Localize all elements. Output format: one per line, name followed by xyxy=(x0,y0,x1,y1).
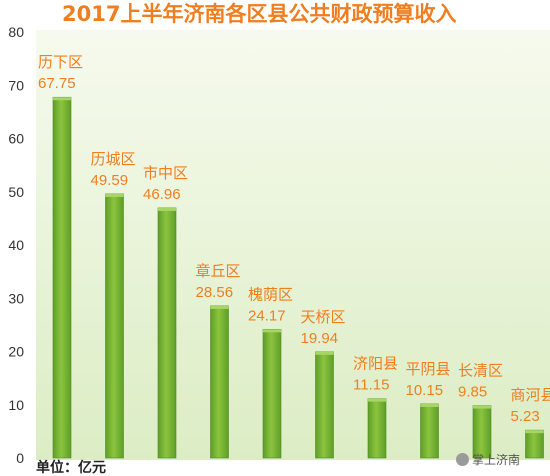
bar-labels: 历下区 67.75 历城区 49.59 市中区 46.96 章丘区 28.56 槐荫区 24.17… xyxy=(38,53,550,425)
bar xyxy=(105,193,124,459)
category-label: 历下区 xyxy=(38,53,83,71)
unit-label: 单位：亿元 xyxy=(36,460,106,476)
bar-cap xyxy=(210,305,229,309)
bar xyxy=(420,403,439,459)
category-label: 历城区 xyxy=(91,150,136,168)
bar xyxy=(367,398,387,459)
y-tick-label: 40 xyxy=(8,237,24,253)
category-label: 市中区 xyxy=(143,164,188,182)
bar-cap xyxy=(158,207,176,211)
category-label: 长清区 xyxy=(458,362,503,380)
value-label: 10.15 xyxy=(406,382,444,399)
category-label: 平阴县 xyxy=(406,360,451,378)
value-label: 19.94 xyxy=(301,330,339,347)
y-axis: 0 10 20 30 40 50 60 70 80 xyxy=(8,24,24,466)
bar-cap xyxy=(263,329,281,333)
value-label: 28.56 xyxy=(196,284,234,301)
category-label: 济阳县 xyxy=(353,355,398,373)
category-label: 章丘区 xyxy=(196,262,241,280)
y-tick-label: 10 xyxy=(8,397,24,413)
y-tick-label: 50 xyxy=(8,184,24,200)
y-tick-label: 30 xyxy=(8,290,24,306)
value-label: 46.96 xyxy=(143,186,181,203)
bar xyxy=(315,351,334,459)
value-label: 11.15 xyxy=(353,377,389,394)
value-label: 5.23 xyxy=(511,408,540,425)
value-label: 49.59 xyxy=(91,172,129,189)
bar xyxy=(52,96,72,459)
bar xyxy=(210,305,229,459)
y-tick-label: 20 xyxy=(8,344,24,360)
bar-cap xyxy=(525,430,544,434)
bar-cap xyxy=(315,351,334,355)
y-tick-label: 0 xyxy=(16,450,24,466)
bar xyxy=(525,429,544,459)
bars xyxy=(52,96,544,459)
bar-cap xyxy=(105,193,124,197)
bar-cap xyxy=(420,403,439,407)
bar-cap xyxy=(473,405,491,409)
value-label: 67.75 xyxy=(38,75,76,92)
bar xyxy=(157,207,177,459)
y-tick-label: 70 xyxy=(8,77,24,93)
bar-cap xyxy=(368,398,386,402)
bar xyxy=(472,405,492,459)
bar-cap xyxy=(53,97,71,101)
category-label: 商河县 xyxy=(511,386,550,404)
watermark: 掌上济南 xyxy=(472,453,521,467)
y-tick-label: 60 xyxy=(8,131,24,147)
bar xyxy=(262,328,282,459)
chart-title: 2017上半年济南各区县公共财政预算收入 xyxy=(62,2,457,26)
category-label: 天桥区 xyxy=(301,308,346,326)
value-label: 9.85 xyxy=(458,384,487,401)
chat-icon xyxy=(456,453,469,466)
y-tick-label: 80 xyxy=(8,24,24,40)
value-label: 24.17 xyxy=(248,307,286,324)
category-label: 槐荫区 xyxy=(248,285,293,303)
